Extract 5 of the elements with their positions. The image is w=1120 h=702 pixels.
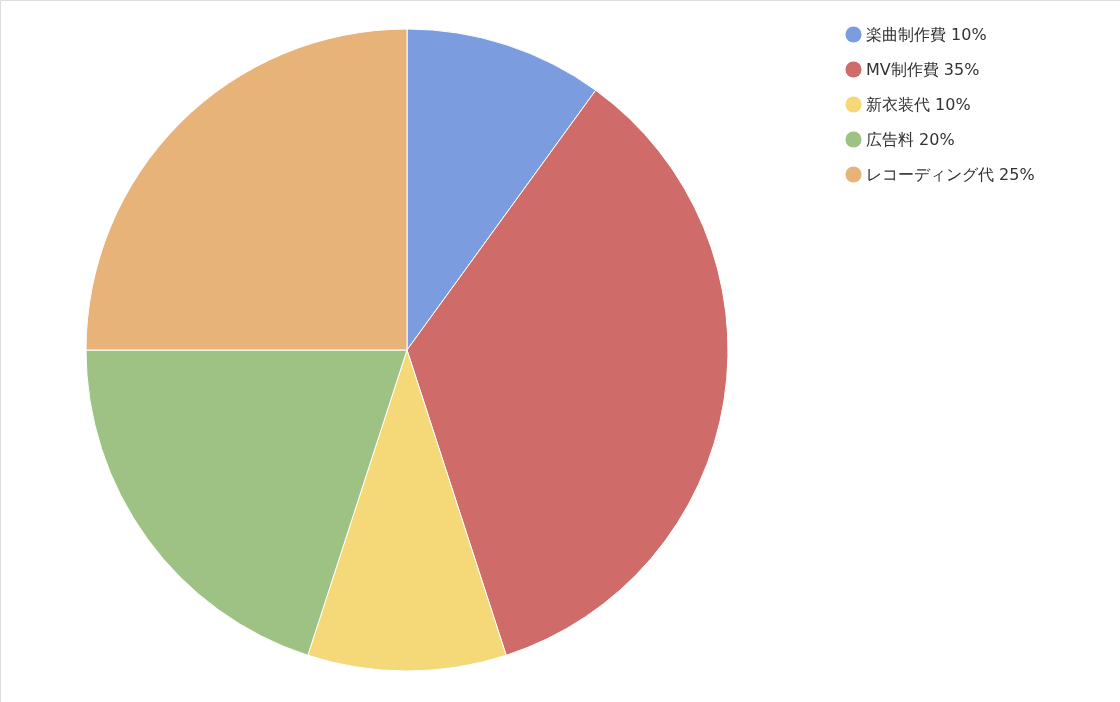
legend-label: 楽曲制作費 10% xyxy=(866,24,987,44)
legend-label: MV制作費 35% xyxy=(866,59,980,79)
legend-label: レコーディング代 25% xyxy=(866,164,1035,184)
legend-label: 広告料 20% xyxy=(866,129,955,149)
legend-label: 新衣装代 10% xyxy=(866,94,971,114)
